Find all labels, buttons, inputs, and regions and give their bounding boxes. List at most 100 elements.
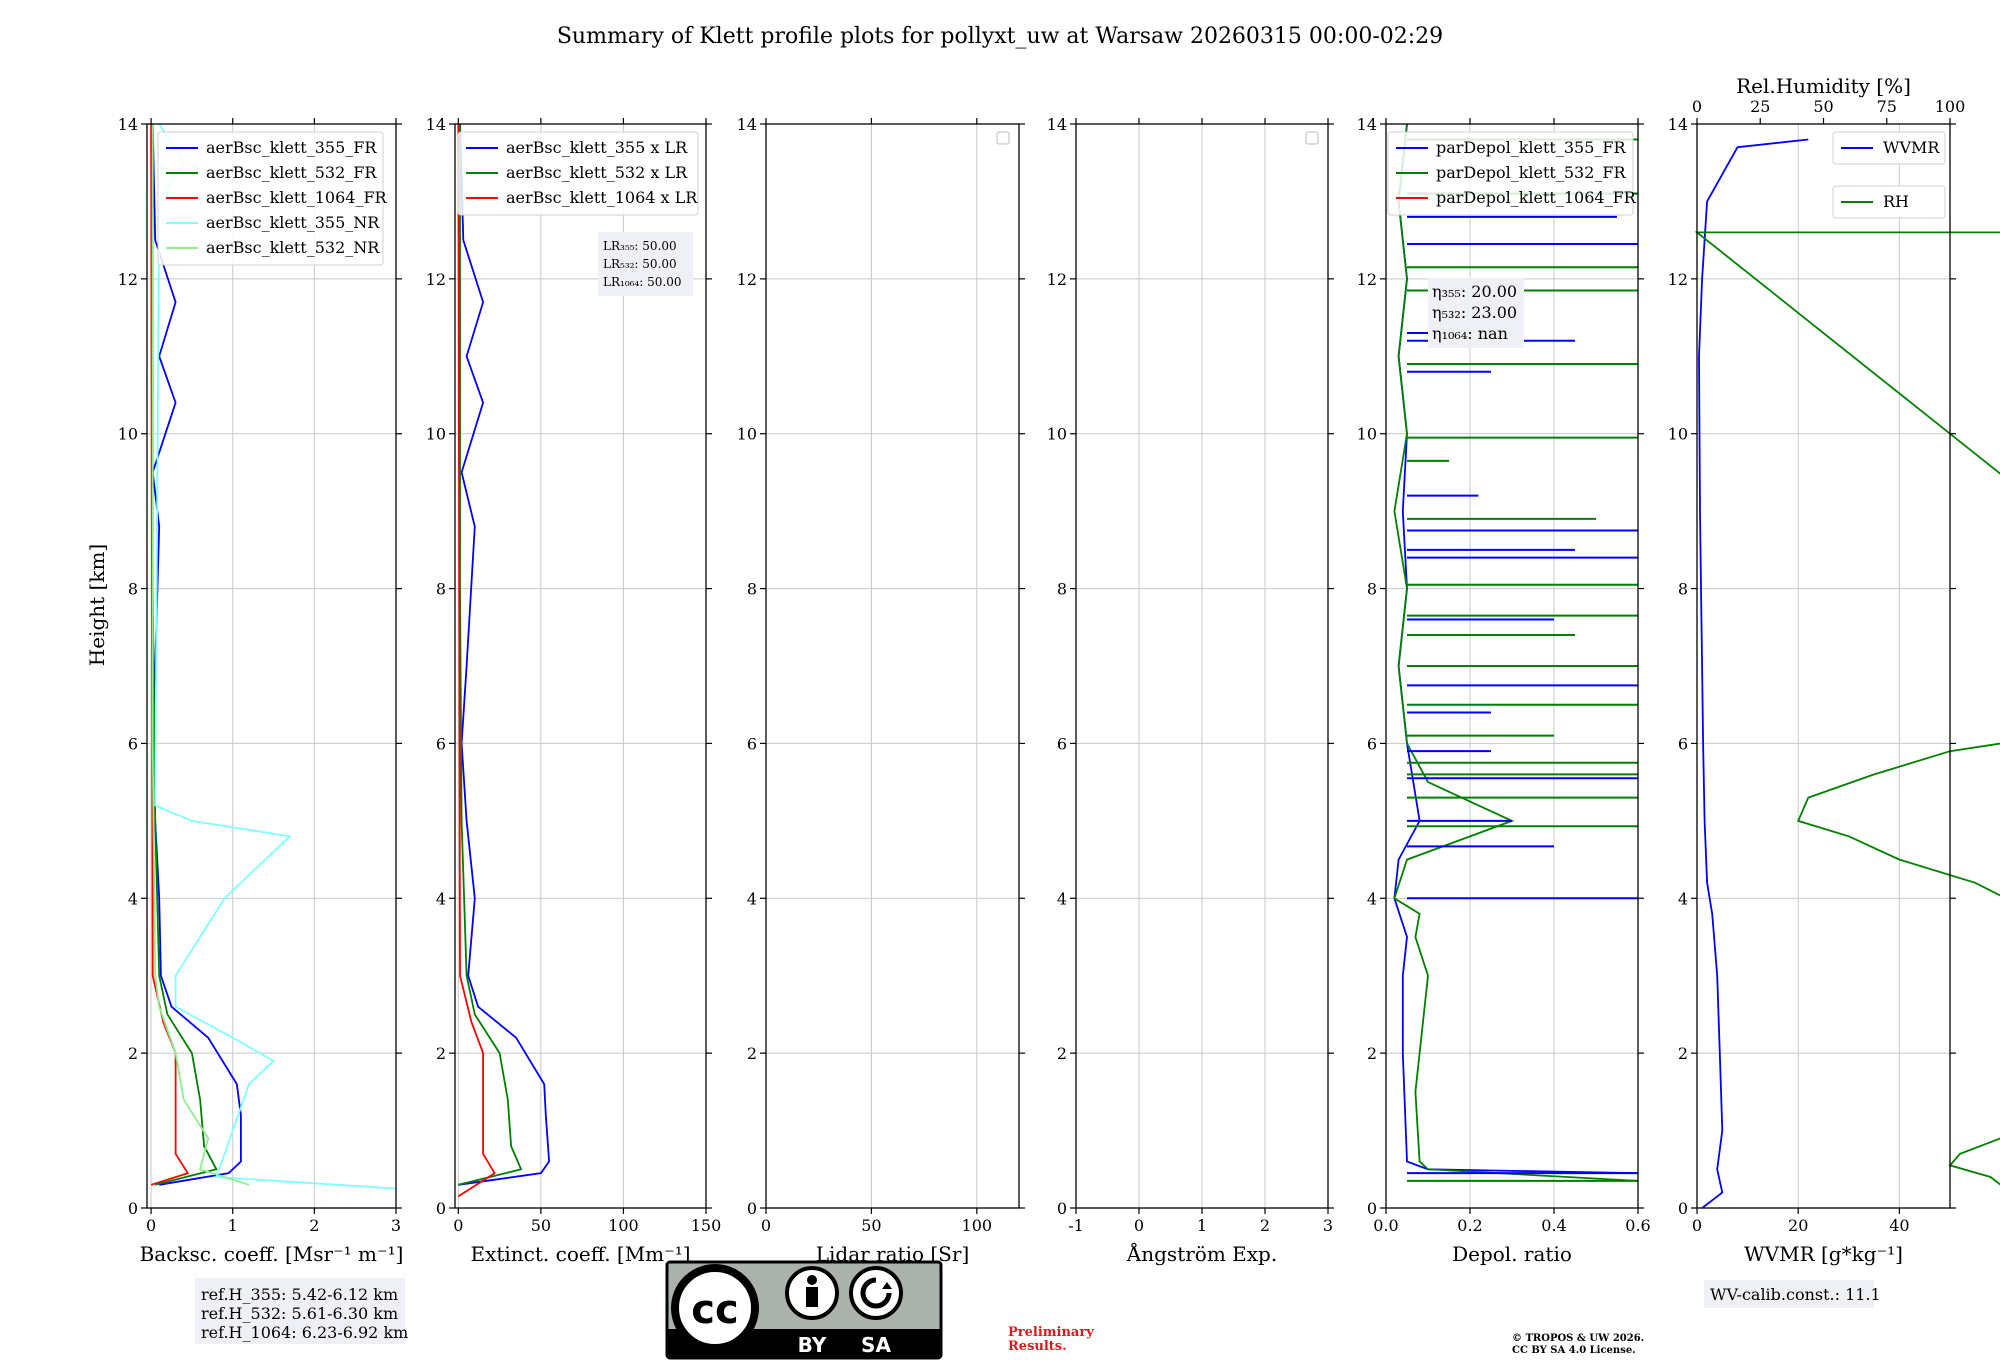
wv-calib-const: WV-calib.const.: 11.1 [1710, 1285, 1881, 1304]
legend-label: aerBsc_klett_355_NR [206, 213, 380, 232]
legend-label: parDepol_klett_1064_FR [1436, 188, 1637, 207]
y-tick-label: 14 [737, 115, 757, 134]
x-tick-label: 0 [761, 1216, 771, 1235]
series-line-aerBsc_klett_532_NR [151, 124, 250, 1186]
y-tick-label: 14 [1047, 115, 1067, 134]
legend-label: aerBsc_klett_355 x LR [506, 138, 688, 157]
empty-legend-marker [1305, 131, 1319, 145]
y-tick-label: 2 [747, 1044, 757, 1063]
x-tick-label: 100 [608, 1216, 639, 1235]
x-tick-label: 0.2 [1457, 1216, 1482, 1235]
x-tick-label: -1 [1068, 1216, 1084, 1235]
y-tick-label: 2 [436, 1044, 446, 1063]
y-tick-label: 12 [1668, 270, 1688, 289]
y-tick-label: 0 [128, 1199, 138, 1218]
y-tick-label: 12 [1047, 270, 1067, 289]
y-tick-label: 12 [118, 270, 138, 289]
series-line-aerBsc_klett_1064_FR [150, 123, 190, 1186]
series-line-RH [1694, 231, 2000, 1186]
y-tick-label: 8 [128, 580, 138, 599]
x-axis-label: Backsc. coeff. [Msr⁻¹ m⁻¹] [140, 1242, 404, 1266]
preliminary-label: Preliminary [1008, 1325, 1094, 1340]
y-tick-label: 6 [436, 734, 446, 753]
lr-532: LR₅₃₂: 50.00 [603, 257, 677, 271]
series-line-WVMR [1698, 138, 1809, 1209]
top-x-tick-label: 25 [1750, 97, 1770, 116]
y-tick-label: 4 [1678, 889, 1688, 908]
series-line-aerBsc_klett_532 x LR [458, 124, 523, 1186]
lr-355: LR₃₅₅: 50.00 [603, 239, 677, 253]
y-tick-label: 10 [426, 425, 446, 444]
cc-label: cc [691, 1287, 738, 1333]
x-tick-label: 150 [691, 1216, 722, 1235]
top-x-tick-label: 100 [1935, 97, 1966, 116]
lr-1064: LR₁₀₆₄: 50.00 [603, 275, 681, 289]
x-tick-label: 3 [391, 1216, 401, 1235]
plot-frame [765, 123, 1020, 1209]
x-tick-label: 40 [1889, 1216, 1909, 1235]
y-tick-label: 4 [1367, 889, 1377, 908]
series-line-aerBsc_klett_1064 x LR [457, 123, 496, 1198]
x-tick-label: 0.6 [1625, 1216, 1650, 1235]
copyright-line-1: © TROPOS & UW 2026. [1512, 1333, 1644, 1344]
y-tick-label: 8 [1057, 580, 1067, 599]
y-tick-label: 8 [1678, 580, 1688, 599]
x-tick-label: 0 [1134, 1216, 1144, 1235]
y-tick-label: 2 [128, 1044, 138, 1063]
legend-label: parDepol_klett_532_FR [1436, 163, 1627, 182]
x-tick-label: 50 [531, 1216, 551, 1235]
ref-h-1064: ref.H_1064: 6.23-6.92 km [201, 1323, 408, 1342]
bsc-ref-height-note: ref.H_355: 5.42-6.12 km ref.H_532: 5.61-… [195, 1278, 408, 1344]
legend-label: parDepol_klett_355_FR [1436, 138, 1627, 157]
x-axis-label: Ångström Exp. [1126, 1241, 1277, 1266]
legend-box [157, 131, 384, 266]
series-line-aerBsc_klett_355 x LR [458, 123, 551, 1186]
y-tick-label: 6 [128, 734, 138, 753]
y-tick-label: 0 [1367, 1199, 1377, 1218]
legend-box-RH [1832, 185, 1946, 219]
y-tick-label: 4 [436, 889, 446, 908]
y-tick-label: 10 [1357, 425, 1377, 444]
y-tick-label: 10 [737, 425, 757, 444]
series-line-parDepol_klett_532_FR [1393, 123, 1639, 1182]
x-tick-label: 0 [146, 1216, 156, 1235]
legend-label: aerBsc_klett_1064 x LR [506, 188, 698, 207]
y-tick-label: 12 [1357, 270, 1377, 289]
x-tick-label: 2 [1260, 1216, 1270, 1235]
results-label: Results. [1008, 1339, 1067, 1354]
x-tick-label: 20 [1788, 1216, 1808, 1235]
panel-wv: 0 20 40 0 2 4 6 8 10 12 14 WVMR [g*kg⁻¹] 0 25 50 75 100 R… [1668, 74, 2000, 1266]
y-tick-label: 8 [1367, 580, 1377, 599]
y-tick-label: 4 [1057, 889, 1067, 908]
y-tick-label: 0 [1678, 1199, 1688, 1218]
cc-icon [671, 1264, 759, 1352]
panel-dep: 0.0 0.2 0.4 0.6 0 2 4 6 8 10 12 14 Depol. ratio parDe… [1357, 115, 1651, 1266]
y-tick-label: 2 [1057, 1044, 1067, 1063]
plot-frame [1696, 123, 1951, 1209]
top-x-tick-label: 50 [1813, 97, 1833, 116]
y-tick-label: 10 [1047, 425, 1067, 444]
eta-1064: η₁₀₆₄: nan [1432, 324, 1508, 343]
y-axis-label: Height [km] [85, 544, 109, 666]
top-x-axis-label: Rel.Humidity [%] [1736, 74, 1911, 98]
y-tick-label: 14 [1357, 115, 1377, 134]
y-tick-label: 10 [1668, 425, 1688, 444]
legend-box [457, 131, 699, 216]
empty-legend-marker [996, 131, 1010, 145]
y-tick-label: 2 [1678, 1044, 1688, 1063]
y-tick-label: 6 [747, 734, 757, 753]
eta-355: η₃₅₅: 20.00 [1432, 282, 1517, 301]
x-axis-label: Depol. ratio [1452, 1242, 1572, 1266]
y-tick-label: 12 [737, 270, 757, 289]
x-tick-label: 1 [1197, 1216, 1207, 1235]
legend-label: aerBsc_klett_1064_FR [206, 188, 388, 207]
panel-ext: 0 50 100 150 0 2 4 6 8 10 12 14 Extinct. coeff. [Mm⁻… [426, 115, 722, 1266]
cc-sa-label: SA [861, 1333, 891, 1357]
figure-title: Summary of Klett profile plots for polly… [557, 24, 1443, 49]
ref-h-532: ref.H_532: 5.61-6.30 km [201, 1304, 398, 1323]
x-axis-label: Extinct. coeff. [Mm⁻¹] [470, 1242, 690, 1266]
